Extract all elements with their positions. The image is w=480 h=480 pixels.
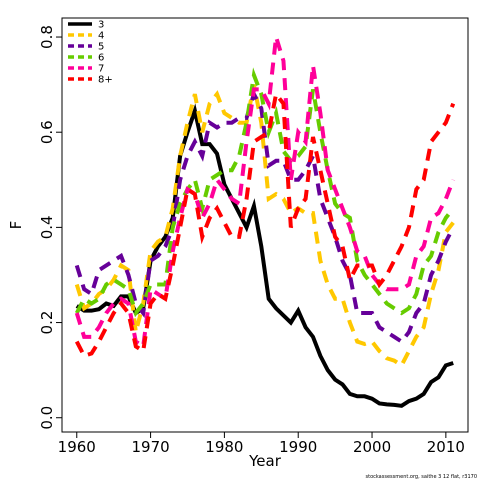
x-tick-label: 2000 bbox=[353, 438, 391, 456]
x-tick-label: 1980 bbox=[205, 438, 243, 456]
legend-label: 8+ bbox=[98, 75, 113, 86]
x-tick-label: 1990 bbox=[279, 438, 317, 456]
legend-label: 5 bbox=[98, 42, 104, 53]
legend-label: 6 bbox=[98, 53, 104, 64]
y-tick-label: 0.0 bbox=[38, 406, 56, 430]
x-tick-label: 1970 bbox=[131, 438, 169, 456]
legend-label: 4 bbox=[98, 31, 104, 42]
y-tick-label: 0.6 bbox=[38, 120, 56, 144]
x-axis-label: Year bbox=[248, 452, 282, 470]
y-tick-label: 0.4 bbox=[38, 215, 56, 239]
series-line bbox=[74, 89, 456, 359]
series-line bbox=[74, 67, 455, 318]
y-tick-label: 0.8 bbox=[38, 25, 56, 49]
plot-frame bbox=[61, 17, 469, 433]
y-axis-label: F bbox=[7, 221, 25, 230]
legend-label: 7 bbox=[98, 64, 104, 75]
footnote: stockassessment.org, saithe 3 12 flat, r… bbox=[366, 474, 478, 480]
x-tick-label: 2010 bbox=[427, 438, 465, 456]
legend-label: 3 bbox=[98, 20, 104, 31]
series-line bbox=[74, 84, 455, 369]
series-line bbox=[74, 36, 456, 350]
y-tick-label: 0.2 bbox=[38, 311, 56, 335]
x-tick-label: 1960 bbox=[58, 438, 96, 456]
